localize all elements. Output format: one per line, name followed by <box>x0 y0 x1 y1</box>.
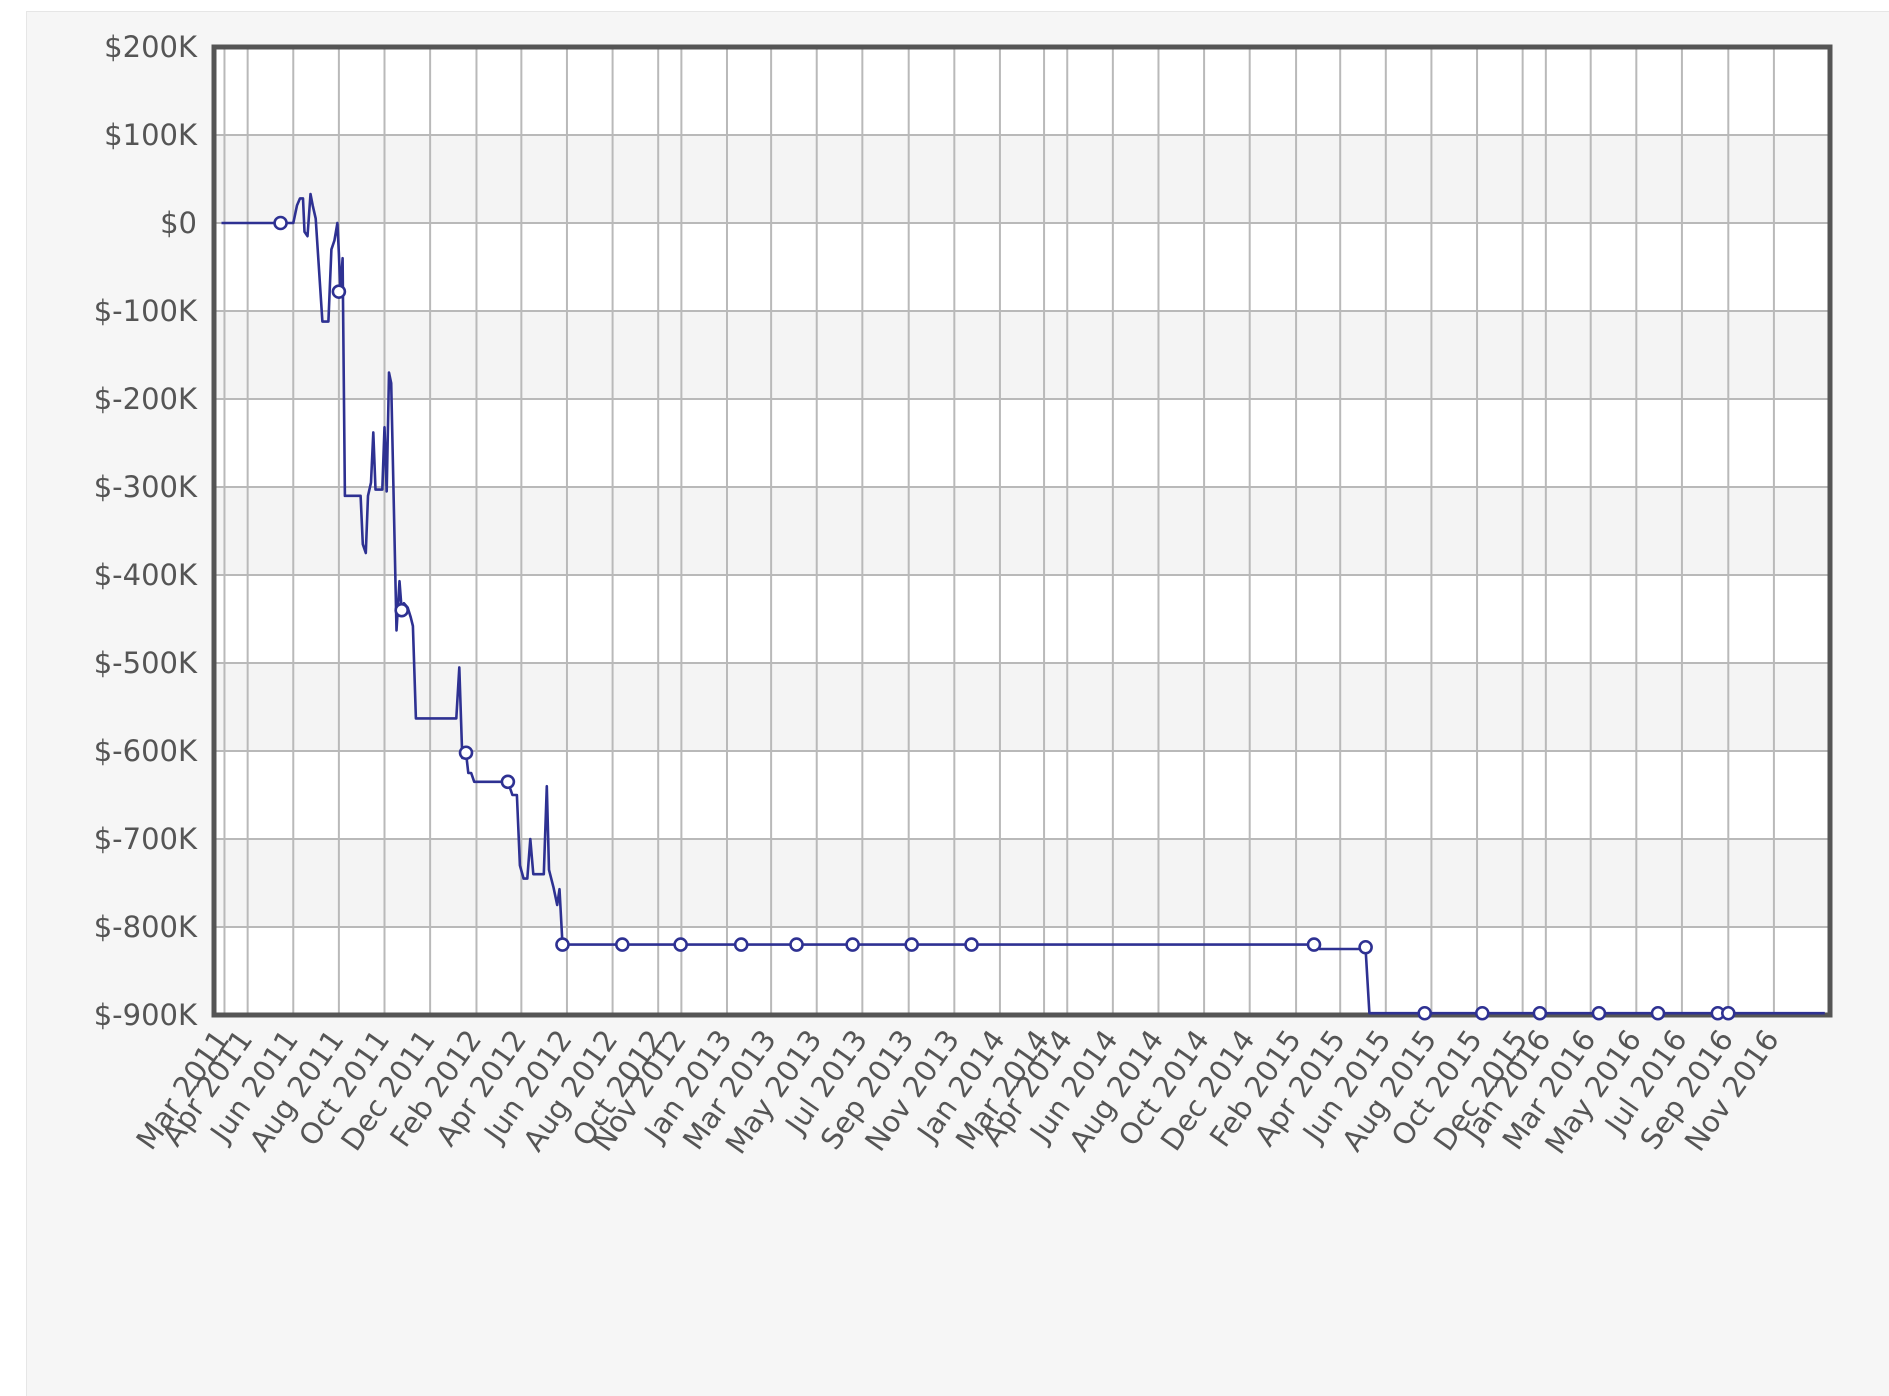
data-point-marker <box>904 937 919 952</box>
data-point-marker <box>1417 1005 1432 1021</box>
data-point-marker <box>394 602 409 618</box>
y-tick-label: $-800K <box>94 910 198 944</box>
data-point-marker <box>673 937 688 952</box>
y-tick-label: $-400K <box>94 558 198 592</box>
data-point-marker <box>1591 1005 1607 1021</box>
y-tick-label: $-700K <box>94 822 198 856</box>
plot-band <box>214 487 1830 575</box>
y-tick-label: $200K <box>104 30 198 64</box>
data-point-marker <box>789 937 804 952</box>
plot-border <box>211 44 1833 1018</box>
y-tick-label: $-900K <box>94 998 198 1032</box>
data-point-marker <box>845 937 860 952</box>
data-point-marker <box>331 284 347 299</box>
data-point-marker <box>1532 1005 1548 1021</box>
data-point-marker <box>614 937 630 952</box>
plot-band <box>214 839 1830 927</box>
y-tick-label: $0 <box>160 206 197 240</box>
data-point-marker <box>1474 1005 1490 1021</box>
data-point-marker <box>1720 1005 1736 1021</box>
series-path <box>221 192 1825 1015</box>
y-tick-label: $-500K <box>94 646 198 680</box>
line-chart: $200K $100K $0 $-100K $-200K $-300K $-400K $-50… <box>94 30 1833 1161</box>
plot-band <box>214 135 1830 223</box>
plot-bands <box>214 47 1830 1015</box>
y-tick-label: $-300K <box>94 470 198 504</box>
plot-band <box>214 663 1830 751</box>
data-point-marker <box>273 215 288 231</box>
y-tick-label: $-600K <box>94 734 198 768</box>
series-line <box>221 192 1825 1015</box>
data-point-marker <box>500 774 516 790</box>
y-axis-ticks: $200K $100K $0 $-100K $-200K $-300K $-400K $-50… <box>94 30 198 1032</box>
data-point-marker <box>1358 939 1373 955</box>
data-point-marker <box>964 937 979 952</box>
plot-band <box>214 311 1830 399</box>
data-point-marker <box>555 937 570 952</box>
y-tick-label: $-200K <box>94 382 198 416</box>
data-point-marker <box>1650 1005 1666 1021</box>
y-tick-label: $100K <box>104 118 198 152</box>
data-point-marker <box>458 745 474 761</box>
data-point-marker <box>1306 937 1322 952</box>
series-markers <box>273 215 1736 1021</box>
y-tick-label: $-100K <box>94 294 198 328</box>
chart-frame: $200K $100K $0 $-100K $-200K $-300K $-400K $-50… <box>26 11 1889 1396</box>
data-point-marker <box>733 937 749 952</box>
